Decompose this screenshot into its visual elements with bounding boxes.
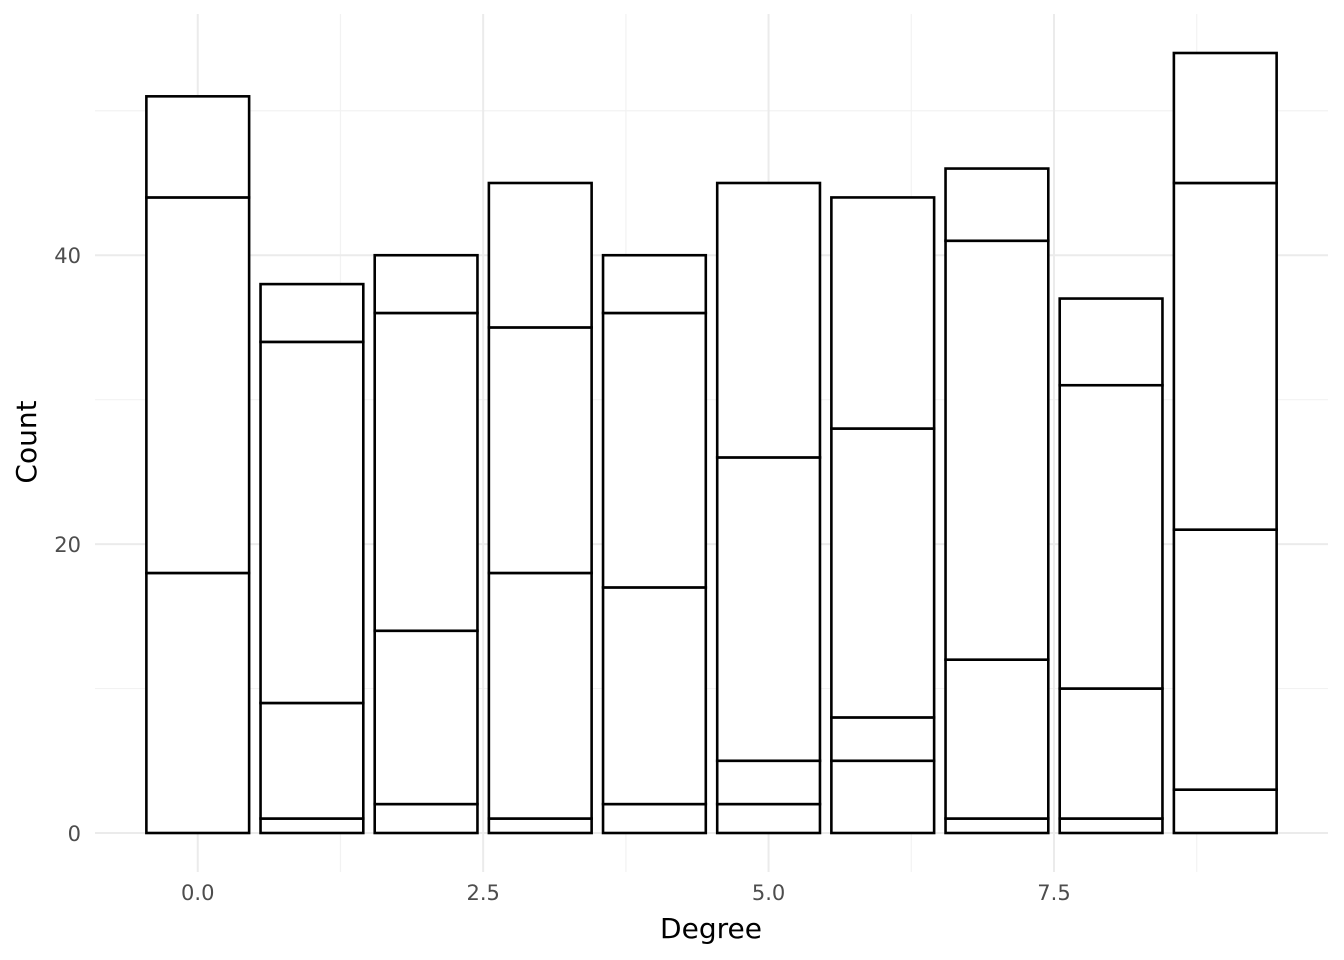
bar-8-segment-3 (1058, 383, 1164, 690)
bar-1-segment-3 (259, 340, 365, 705)
y-axis-tick-labels: 0 20 40 (54, 244, 81, 846)
y-tick-label: 40 (54, 244, 81, 268)
bar-4-segment-1 (601, 802, 708, 835)
bar-8 (1058, 297, 1164, 835)
bar-6 (830, 196, 936, 835)
bar-6-segment-2 (830, 716, 936, 763)
bar-8-segment-2 (1058, 687, 1164, 820)
bar-1-segment-2 (259, 701, 365, 820)
bar-5-segment-1 (715, 802, 822, 835)
bar-8-segment-1 (1058, 817, 1164, 835)
bar-0-segment-1 (145, 571, 251, 835)
bar-6-segment-1 (830, 759, 936, 835)
bar-7-segment-4 (944, 167, 1050, 243)
bar-3-segment-1 (487, 817, 593, 835)
x-tick-label: 0.0 (181, 881, 214, 905)
bar-5-segment-3 (715, 456, 822, 763)
x-tick-label: 5.0 (752, 881, 785, 905)
bar-5 (715, 181, 822, 835)
bars (145, 51, 1278, 835)
bar-0-segment-3 (145, 95, 251, 199)
bar-7-segment-2 (944, 658, 1050, 820)
bar-4-segment-4 (601, 253, 708, 315)
bar-6-segment-3 (830, 427, 936, 719)
bar-2-segment-2 (373, 629, 479, 806)
y-axis-title: Count (10, 400, 43, 483)
bar-7-segment-1 (944, 817, 1050, 835)
bar-6-segment-4 (830, 196, 936, 430)
bar-4-segment-3 (601, 311, 708, 589)
bar-2-segment-1 (373, 802, 479, 835)
bar-3 (487, 181, 593, 835)
bar-7-segment-3 (944, 239, 1050, 661)
bar-1-segment-1 (259, 817, 365, 835)
y-tick-label: 0 (68, 822, 81, 846)
bar-7 (944, 167, 1050, 835)
bar-9-segment-3 (1172, 181, 1278, 531)
x-axis-title: Degree (660, 912, 762, 945)
x-axis-tick-labels: 0.0 2.5 5.0 7.5 (181, 881, 1071, 905)
bar-3-segment-4 (487, 181, 593, 329)
bar-3-segment-3 (487, 326, 593, 575)
bar-0-segment-2 (145, 196, 251, 575)
y-tick-label: 20 (54, 533, 81, 557)
x-tick-label: 7.5 (1037, 881, 1070, 905)
bar-5-segment-2 (715, 759, 822, 806)
bar-2-segment-4 (373, 253, 479, 315)
bar-2 (373, 253, 479, 835)
bar-2-segment-3 (373, 311, 479, 633)
bar-8-segment-4 (1058, 297, 1164, 387)
bar-5-segment-4 (715, 181, 822, 459)
bar-9-segment-4 (1172, 51, 1278, 185)
bar-4-segment-2 (601, 586, 708, 806)
bar-3-segment-2 (487, 571, 593, 820)
bar-1-segment-4 (259, 282, 365, 344)
bar-1 (259, 282, 365, 835)
bar-9-segment-1 (1172, 788, 1278, 835)
x-tick-label: 2.5 (466, 881, 499, 905)
bar-9-segment-2 (1172, 528, 1278, 791)
bar-0 (145, 95, 251, 835)
bar-9 (1172, 51, 1278, 835)
bar-4 (601, 253, 708, 835)
